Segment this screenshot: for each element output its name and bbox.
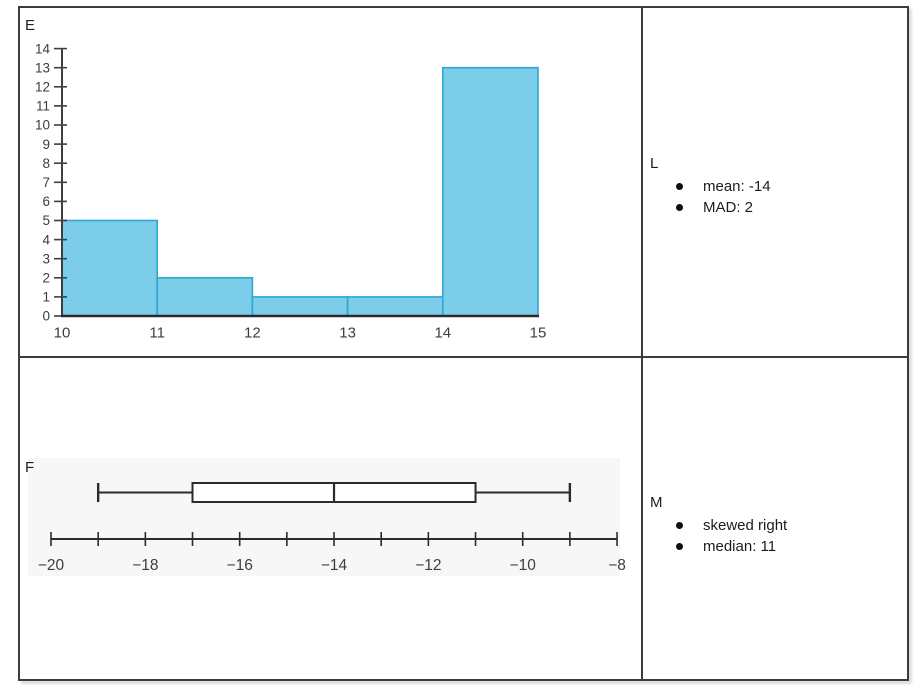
y-axis-tick-label: 7	[42, 175, 50, 190]
y-axis-tick-label: 4	[42, 232, 50, 247]
histogram-bar	[156, 276, 254, 317]
list-item: median: 11	[650, 536, 787, 557]
stat-text-mean: mean: -14	[703, 178, 771, 195]
bullet-icon	[676, 204, 683, 211]
y-axis-tick-label: 1	[42, 290, 50, 305]
histogram-bar	[346, 296, 444, 317]
list-item: skewed right	[650, 515, 787, 536]
y-axis-tick-label: 2	[42, 271, 50, 286]
stat-list-L: mean: -14 MAD: 2	[650, 176, 771, 218]
histogram-panel-label: E	[25, 17, 36, 34]
bullet-icon	[676, 183, 683, 190]
histogram-bar	[61, 219, 158, 317]
number-line-label: −12	[415, 557, 441, 574]
y-axis-tick-label: 6	[42, 194, 50, 209]
x-axis-tick-label: 11	[149, 325, 165, 342]
stats-card-L-cell: L mean: -14 MAD: 2	[643, 8, 907, 358]
number-line-label: −16	[227, 557, 253, 574]
bullet-icon	[676, 543, 683, 550]
histogram-cell: E 0 1 2 3 4 5 6 7 8 9 10 11 12 13 14 10 11 12 13 14 15	[20, 8, 643, 358]
boxplot-panel-label: F	[25, 459, 35, 476]
x-axis-tick-label: 14	[434, 325, 451, 342]
y-axis-tick-label: 13	[35, 60, 50, 75]
stat-text-mad: MAD: 2	[703, 199, 754, 216]
histogram-bars	[61, 66, 539, 317]
stat-card-M: M skewed right median: 11	[650, 493, 787, 557]
stat-card-L: L mean: -14 MAD: 2	[650, 154, 771, 218]
x-axis-tick-label: 15	[530, 325, 547, 342]
histogram-bar	[251, 296, 349, 317]
stat-card-M-label: M	[650, 494, 663, 511]
number-line-label: −10	[510, 557, 537, 574]
y-axis-tick-label: 10	[35, 118, 50, 133]
bullet-icon	[676, 522, 683, 529]
stats-card-M-cell: M skewed right median: 11	[643, 358, 907, 679]
matching-table: E 0 1 2 3 4 5 6 7 8 9 10 11 12 13 14 10 11 12 13 14 15 L mea…	[18, 6, 909, 681]
y-axis-tick-label: 0	[42, 309, 50, 324]
stat-card-L-label: L	[650, 155, 659, 172]
list-item: MAD: 2	[650, 197, 771, 218]
y-axis-tick-label: 12	[35, 80, 50, 95]
y-axis-tick-label: 9	[42, 137, 50, 152]
y-axis-tick-label: 11	[36, 99, 50, 114]
boxplot-panel-background	[28, 458, 620, 576]
boxplot-cell: F −20 −18 −16 −14 −12 −10 −8	[20, 358, 643, 679]
boxplot-chart: −20 −18 −16 −14 −12 −10 −8	[38, 482, 626, 574]
number-line-label: −8	[608, 557, 626, 574]
boxplot-figure	[96, 482, 572, 503]
y-axis-tick-label: 5	[42, 213, 50, 228]
y-axis-tick-label: 3	[42, 251, 50, 266]
x-axis-tick-label: 10	[54, 325, 71, 342]
list-item: mean: -14	[650, 176, 771, 197]
number-line-label: −18	[132, 557, 158, 574]
number-line-label: −20	[38, 557, 65, 574]
histogram-x-axis: 10 11 12 13 14 15	[54, 314, 547, 342]
number-line-label: −14	[321, 557, 348, 574]
x-axis-tick-label: 12	[244, 325, 261, 342]
stat-text-skew: skewed right	[703, 517, 788, 534]
stat-list-M: skewed right median: 11	[650, 515, 787, 557]
y-axis-tick-label: 14	[35, 41, 51, 56]
stat-text-median: median: 11	[703, 538, 777, 555]
y-axis-tick-label: 8	[42, 156, 50, 171]
boxplot-number-line: −20 −18 −16 −14 −12 −10 −8	[38, 532, 626, 574]
histogram-bar	[441, 66, 539, 317]
x-axis-tick-label: 13	[339, 325, 356, 342]
